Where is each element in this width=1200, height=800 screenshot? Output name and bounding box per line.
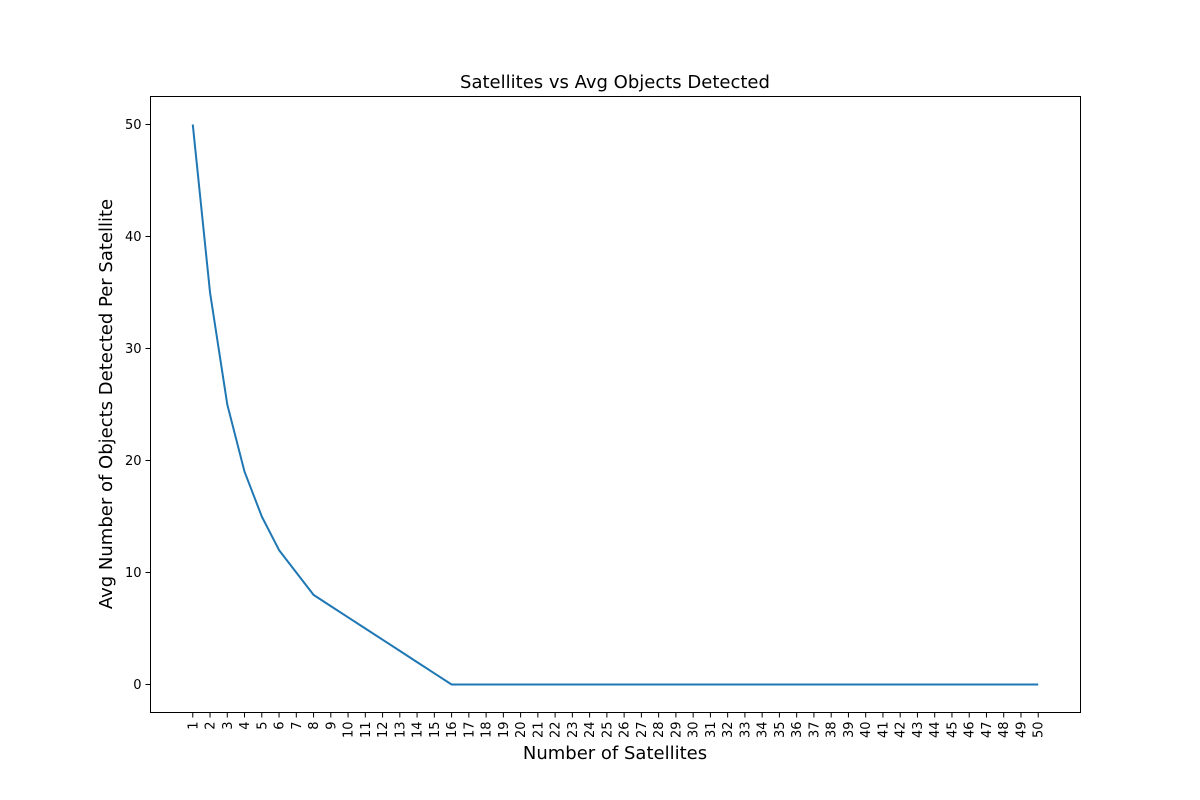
x-tick-label: 40	[859, 722, 874, 739]
series-group	[191, 124, 1039, 686]
x-tick-label: 41	[876, 722, 891, 739]
y-tick-label: 20	[125, 454, 142, 469]
x-tick-label: 39	[842, 722, 857, 739]
x-tick-label: 47	[980, 722, 995, 739]
x-tick-label: 9	[324, 722, 339, 730]
y-tick-label: 10	[125, 566, 142, 581]
x-tick-label: 8	[307, 722, 322, 730]
x-tick-label: 11	[359, 722, 374, 739]
x-tick-label: 20	[514, 722, 529, 739]
x-tick-label: 5	[255, 722, 270, 730]
y-axis-label: Avg Number of Objects Detected Per Satel…	[96, 199, 117, 609]
x-tick-label: 10	[342, 722, 357, 739]
x-axis: 1 2 3 4 5 6 7 8 9 10 11 12 13 14 15 16 17 18 19 20 21 22 23 24 2…	[186, 712, 1047, 739]
x-tick-label: 43	[911, 722, 926, 739]
y-tick-label: 40	[125, 230, 142, 245]
x-axis-label: Number of Satellites	[523, 743, 707, 764]
x-tick-label: 42	[894, 722, 909, 739]
x-tick-label: 34	[756, 722, 771, 739]
chart-title: Satellites vs Avg Objects Detected	[460, 72, 770, 93]
x-tick-label: 25	[600, 722, 615, 739]
plot-frame	[150, 96, 1081, 713]
x-tick-label: 32	[721, 722, 736, 739]
x-tick-label: 17	[462, 722, 477, 739]
x-tick-label: 18	[480, 722, 495, 739]
x-tick-label: 24	[583, 722, 598, 739]
x-tick-label: 38	[825, 722, 840, 739]
x-tick-label: 26	[618, 722, 633, 739]
x-tick-label: 16	[445, 722, 460, 739]
x-tick-label: 44	[928, 722, 943, 739]
x-tick-label: 29	[669, 722, 684, 739]
y-tick-label: 50	[125, 118, 142, 133]
x-tick-label: 37	[807, 722, 822, 739]
x-tick-label: 21	[531, 722, 546, 739]
series-line-0	[191, 124, 1039, 686]
y-axis: 0 10 20 30 40 50	[125, 118, 151, 693]
x-tick-label: 7	[290, 722, 305, 730]
x-tick-label: 3	[221, 722, 236, 730]
x-tick-label: 2	[204, 722, 219, 730]
x-tick-label: 13	[393, 722, 408, 739]
x-tick-label: 35	[773, 722, 788, 739]
x-tick-label: 12	[376, 722, 391, 739]
x-tick-label: 31	[704, 722, 719, 739]
x-tick-label: 23	[566, 722, 581, 739]
x-tick-label: 33	[738, 722, 753, 739]
x-tick-label: 50	[1032, 722, 1047, 739]
x-tick-label: 46	[963, 722, 978, 739]
x-tick-label: 6	[273, 722, 288, 730]
x-tick-label: 36	[790, 722, 805, 739]
x-tick-label: 28	[652, 722, 667, 739]
x-tick-label: 1	[186, 722, 201, 730]
x-tick-label: 4	[238, 722, 253, 730]
x-tick-label: 45	[945, 722, 960, 739]
x-tick-label: 15	[428, 722, 443, 739]
y-tick-label: 0	[133, 678, 141, 693]
x-tick-label: 30	[687, 722, 702, 739]
x-tick-label: 14	[411, 722, 426, 739]
x-tick-label: 22	[549, 722, 564, 739]
x-tick-label: 48	[997, 722, 1012, 739]
x-tick-label: 27	[635, 722, 650, 739]
x-tick-label: 49	[1014, 722, 1029, 739]
y-tick-label: 30	[125, 342, 142, 357]
x-tick-label: 19	[497, 722, 512, 739]
